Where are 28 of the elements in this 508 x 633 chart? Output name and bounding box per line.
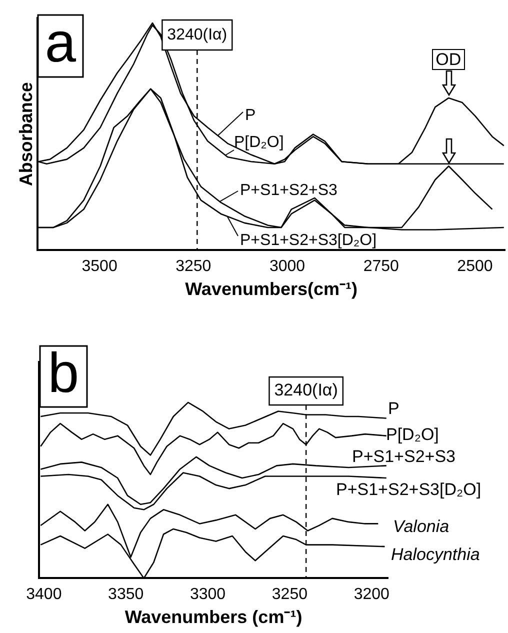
x-tick-label: 3500 (82, 258, 118, 276)
x-tick-label: 3250 (176, 258, 212, 276)
legend-label: P+S1+S2+S3 (240, 182, 338, 199)
x-tick-label: 3200 (354, 586, 390, 604)
x-axis-title: Wavenumbers (cm⁻¹) (124, 607, 302, 628)
legend-label: P (245, 107, 256, 124)
annotation: OD (432, 48, 466, 70)
series-label: Halocynthia (391, 545, 480, 564)
series-label: P+S1+S2+S3[D₂O] (240, 232, 377, 249)
x-tick-label: 3250 (272, 586, 308, 604)
series-label: P[D₂O] (386, 425, 439, 444)
x-axis-title: Wavenumbers(cm⁻¹) (185, 279, 358, 300)
chart-title: b (48, 340, 80, 404)
x-tick-label: 3400 (26, 586, 62, 604)
legend-label: P[D₂O] (234, 134, 284, 151)
series-label: P+S1+S2+S3 (352, 447, 456, 466)
x-tick-label: 3350 (108, 586, 144, 604)
x-tick-label: 3300 (190, 586, 226, 604)
series-label: Valonia (393, 517, 450, 536)
series-label: P (388, 399, 400, 418)
x-tick-label: 2500 (457, 258, 493, 276)
y-axis-title: Absorbance (16, 82, 36, 186)
series-label: P+S1+S2+S3[D₂O] (336, 480, 482, 499)
chart-title: a (44, 10, 77, 74)
ref-line-label: 3240(Iα) (274, 380, 338, 400)
ref-line-label: 3240(Iα) (167, 26, 228, 44)
x-tick-label: 3000 (269, 258, 306, 276)
x-tick-label: 2750 (363, 258, 400, 276)
